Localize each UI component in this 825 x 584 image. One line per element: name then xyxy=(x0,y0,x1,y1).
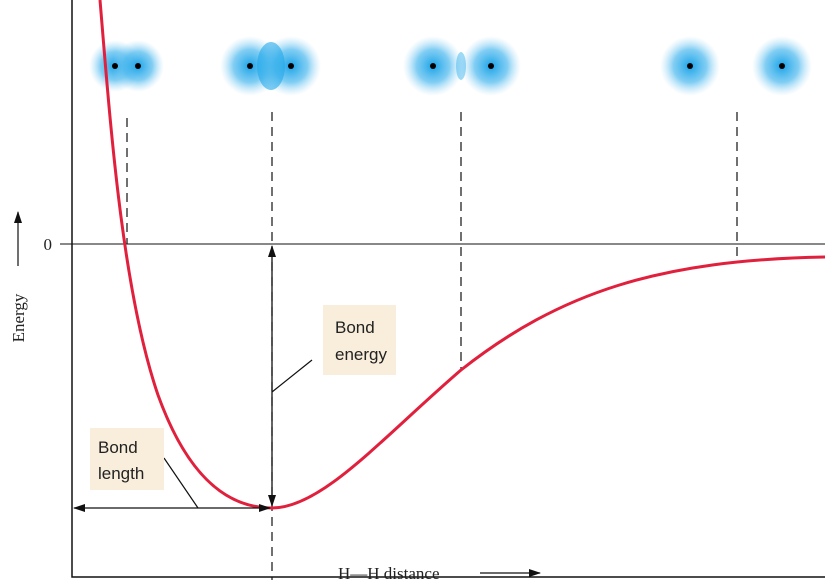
annotation: energy xyxy=(335,345,387,364)
annotation: Bond xyxy=(335,318,375,337)
y-axis-label: Energy xyxy=(9,293,28,342)
energy-curve xyxy=(98,0,825,510)
annotation-box xyxy=(90,428,164,490)
annotation: Bond xyxy=(98,438,138,457)
guides xyxy=(126,112,738,580)
frame xyxy=(71,0,825,578)
leader-line xyxy=(163,457,199,509)
annotation: length xyxy=(98,464,144,483)
atoms xyxy=(89,36,812,96)
leader-line xyxy=(271,359,313,393)
x-axis-label: H—H distance xyxy=(338,564,440,583)
y-tick-label: 0 xyxy=(44,235,53,254)
annotation-box xyxy=(323,305,396,375)
